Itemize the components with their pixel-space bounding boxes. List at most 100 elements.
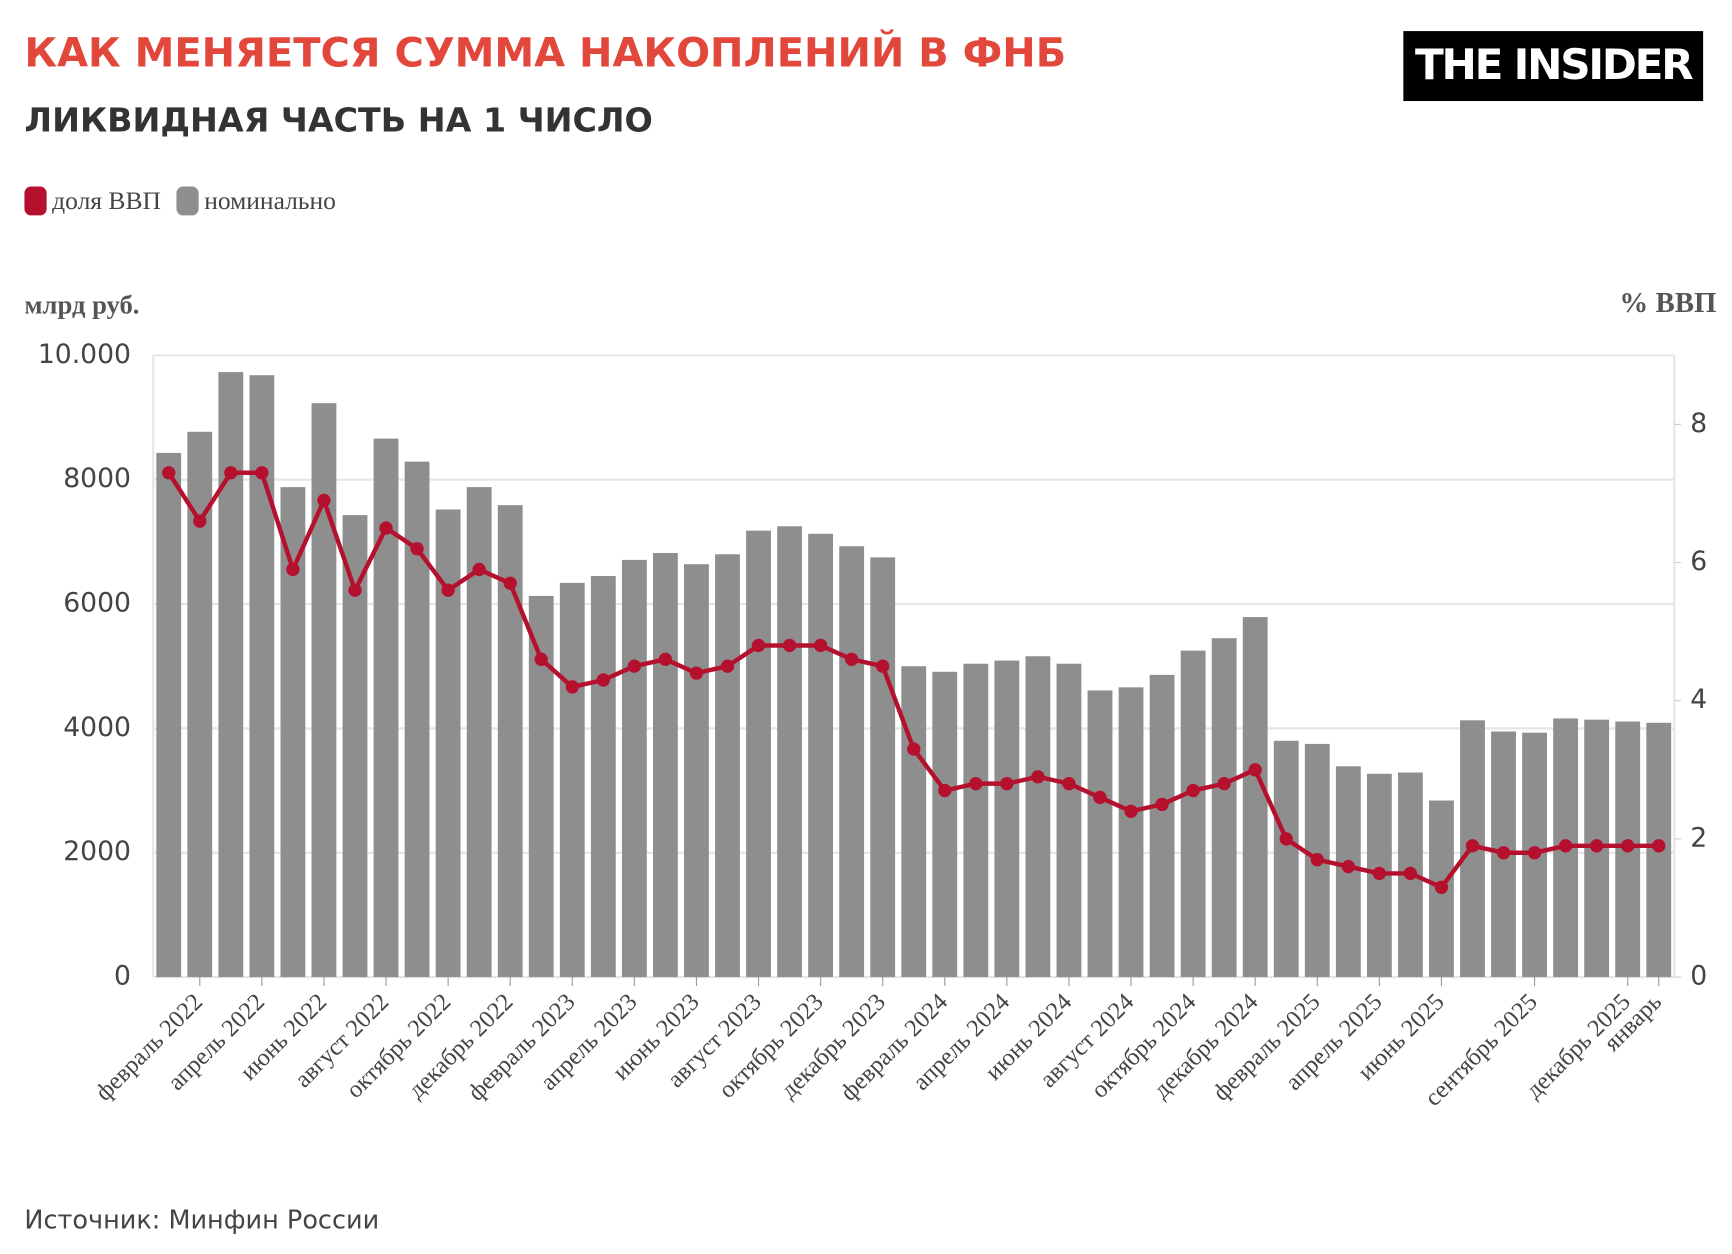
logo: THE INSIDER xyxy=(1415,40,1693,89)
bar xyxy=(497,505,523,978)
x-tick-label: февраль 2022 xyxy=(90,988,208,1106)
source: Источник: Минфин России xyxy=(24,1205,379,1235)
bar xyxy=(808,533,834,978)
y2-tick-label: 0 xyxy=(1690,961,1707,992)
bar xyxy=(187,431,213,978)
point xyxy=(1217,776,1231,791)
point xyxy=(503,576,517,590)
point xyxy=(1527,846,1542,860)
y-tick-label: 6000 xyxy=(63,588,131,619)
bar xyxy=(218,372,244,978)
bar xyxy=(963,663,989,978)
point xyxy=(844,652,859,666)
y-tick-label: 2000 xyxy=(63,836,131,867)
y2-axis-title: % ВВП xyxy=(1619,287,1716,319)
point xyxy=(1465,839,1480,853)
point xyxy=(1590,839,1604,853)
point xyxy=(1341,859,1355,874)
bar xyxy=(932,671,958,978)
bar xyxy=(559,582,585,978)
point xyxy=(410,542,424,556)
bar xyxy=(466,487,492,978)
point xyxy=(534,652,548,666)
legend-label: номинально xyxy=(204,186,336,215)
legend-label: доля ВВП xyxy=(52,186,161,215)
point xyxy=(1000,776,1014,791)
point xyxy=(1652,839,1666,853)
point xyxy=(286,562,300,577)
point xyxy=(317,493,331,508)
legend-swatch xyxy=(176,186,199,216)
point xyxy=(782,638,797,653)
bar xyxy=(1025,656,1051,978)
point xyxy=(1279,832,1293,846)
point xyxy=(596,673,610,687)
point xyxy=(1558,839,1573,853)
bar xyxy=(1056,663,1082,978)
point xyxy=(1372,866,1387,881)
bar xyxy=(715,554,740,978)
bar xyxy=(839,546,865,978)
point xyxy=(441,583,455,597)
point xyxy=(1124,804,1138,818)
legend: доля ВВП номинально xyxy=(24,186,336,216)
point xyxy=(969,776,983,791)
point xyxy=(1403,866,1418,881)
point xyxy=(565,680,579,694)
bar xyxy=(746,530,771,978)
point xyxy=(472,562,486,577)
point xyxy=(193,514,207,528)
y-tick-label: 8000 xyxy=(63,463,131,494)
bar xyxy=(901,666,927,978)
point xyxy=(379,521,393,535)
chart-title: КАК МЕНЯЕТСЯ СУММА НАКОПЛЕНИЙ В ФНБ xyxy=(24,29,1066,77)
point xyxy=(751,638,766,653)
point xyxy=(224,466,238,480)
bar xyxy=(249,375,275,978)
y2-tick-label: 4 xyxy=(1690,684,1707,715)
bar xyxy=(1087,690,1113,978)
bar xyxy=(684,564,709,978)
point xyxy=(255,466,269,480)
bar xyxy=(1149,674,1175,978)
y-tick-label: 10.000 xyxy=(38,339,131,370)
point xyxy=(162,466,176,480)
point xyxy=(1310,852,1324,867)
bar xyxy=(621,559,647,978)
point xyxy=(938,783,952,798)
point xyxy=(1093,790,1107,805)
point xyxy=(907,742,921,756)
point xyxy=(1496,846,1511,860)
logo-box xyxy=(1403,31,1704,102)
y-tick-label: 0 xyxy=(114,961,131,992)
point xyxy=(627,659,642,673)
point xyxy=(1248,763,1262,777)
bar xyxy=(1242,617,1268,978)
bar xyxy=(1118,687,1144,978)
point xyxy=(1621,839,1635,853)
point xyxy=(658,652,673,666)
point xyxy=(1155,797,1169,812)
point xyxy=(689,666,704,680)
point xyxy=(348,583,362,597)
point xyxy=(1062,776,1076,791)
bar xyxy=(590,576,616,978)
bar xyxy=(994,660,1020,978)
chart-subtitle: ЛИКВИДНАЯ ЧАСТЬ НА 1 ЧИСЛО xyxy=(24,101,652,140)
bar xyxy=(280,487,306,978)
y2-tick-label: 6 xyxy=(1690,546,1707,577)
y-axis-title: млрд руб. xyxy=(24,290,139,320)
bar xyxy=(652,553,678,978)
y-tick-label: 4000 xyxy=(63,712,131,743)
point xyxy=(876,659,890,673)
bar xyxy=(156,452,182,978)
bar xyxy=(311,403,337,978)
y2-tick-label: 8 xyxy=(1690,408,1707,439)
legend-swatch xyxy=(24,186,47,216)
bar xyxy=(1273,740,1299,978)
point xyxy=(1031,770,1045,784)
point xyxy=(813,638,828,653)
bar xyxy=(870,557,896,978)
bar xyxy=(373,438,399,978)
